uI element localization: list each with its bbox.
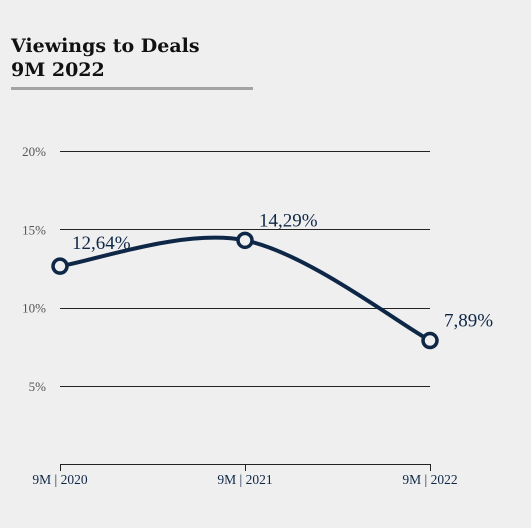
- x-tick-label: 9M | 2022: [402, 472, 457, 487]
- data-point: [421, 331, 439, 350]
- data-label: 12,64%: [72, 233, 131, 254]
- x-axis-tick-labels: 9M | 2020 9M | 2021 9M | 2022: [32, 464, 458, 487]
- data-point: [236, 231, 254, 250]
- title-underline: [11, 87, 253, 90]
- data-label: 14,29%: [259, 210, 318, 231]
- x-tick-label: 9M | 2021: [217, 472, 272, 487]
- data-labels: 12,64% 14,29% 7,89%: [72, 210, 493, 331]
- y-tick-label: 20%: [22, 144, 46, 159]
- y-tick-label: 5%: [29, 379, 47, 394]
- chart-title: Viewings to Deals 9M 2022: [11, 34, 200, 82]
- x-tick-label: 9M | 2020: [32, 472, 87, 487]
- chart-title-line-2: 9M 2022: [11, 59, 105, 81]
- data-label: 7,89%: [444, 311, 493, 332]
- chart-title-line-1: Viewings to Deals: [11, 35, 200, 57]
- y-tick-label: 15%: [22, 222, 46, 237]
- grid-lines: [60, 151, 430, 465]
- data-points: [51, 231, 439, 350]
- data-point: [51, 257, 69, 275]
- y-tick-label: 10%: [22, 301, 46, 316]
- y-axis-tick-labels: 5% 10% 15% 20%: [22, 144, 46, 394]
